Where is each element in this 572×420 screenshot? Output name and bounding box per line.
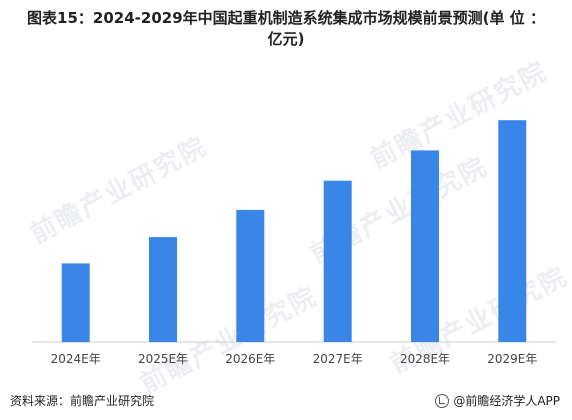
x-tick-label: 2024E年	[51, 352, 101, 366]
x-tick-label: 2028E年	[400, 352, 450, 366]
x-tick-label: 2029E年	[487, 352, 537, 366]
bar-2028E年	[411, 150, 439, 342]
bar-2024E年	[61, 263, 90, 343]
brand-label: @前瞻经济学人APP	[453, 394, 560, 408]
x-tick-label: 2027E年	[313, 352, 363, 366]
chart-title: 图表15：2024-2029年中国起重机制造系统集成市场规模前景预测(单 位 ：…	[14, 8, 558, 50]
x-tick-label: 2026E年	[225, 352, 275, 366]
bar-2025E年	[149, 237, 177, 342]
x-tick-label: 2025E年	[138, 352, 188, 366]
bar-2026E年	[236, 209, 265, 342]
bar-2027E年	[323, 180, 352, 342]
chart-title-line1: 图表15：2024-2029年中国起重机制造系统集成市场规模前景预测(单 位 ：	[27, 9, 545, 27]
chart-title-line2: 亿元)	[267, 30, 305, 48]
source-note: 资料来源：前瞻产业研究院	[10, 394, 155, 408]
brand-logo-icon	[435, 393, 450, 408]
bar-2029E年	[498, 120, 527, 342]
brand-note: @前瞻经济学人APP	[435, 392, 560, 409]
